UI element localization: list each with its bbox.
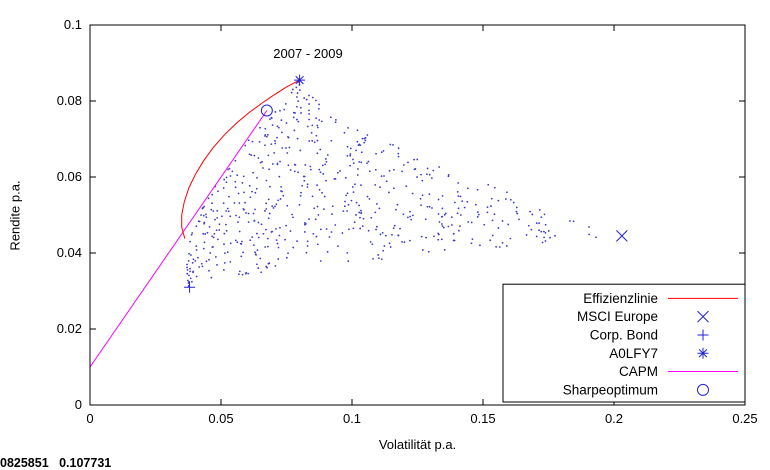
legend-sample-marker — [697, 310, 709, 323]
y-tick-label: 0.04 — [57, 245, 82, 260]
y-tick-label: 0.08 — [57, 93, 82, 108]
plot-border — [89, 24, 746, 406]
marker-sharpeoptimum — [260, 104, 273, 117]
x-tick-label: 0.1 — [343, 411, 361, 426]
cloud-points — [186, 81, 597, 287]
legend-sample-marker — [697, 329, 709, 341]
y-tick-label: 0.02 — [57, 321, 82, 336]
x-tick-label: 0.25 — [732, 411, 757, 426]
marker-a0lfy7 — [294, 74, 306, 86]
legend: Effizienzlinie MSCI Europe Corp. Bond A0LFY… — [502, 283, 746, 403]
chart-title: 2007 - 2009 — [273, 46, 343, 61]
footer-values: 0825851 0.107731 — [0, 456, 112, 470]
axis-ticks — [89, 24, 746, 406]
legend-label: Effizienzlinie — [583, 291, 658, 306]
legend-label: MSCI Europe — [577, 309, 658, 324]
y-tick-label: 0 — [75, 397, 82, 412]
x-tick-label: 0 — [86, 411, 93, 426]
tick-labels: 0 0.05 0.1 0.15 0.2 0.25 0 0.02 0.04 0.06 0.08 0.1 — [57, 17, 758, 426]
y-axis-label: Rendite p.a. — [7, 180, 23, 251]
legend-sample-marker — [697, 347, 709, 359]
legend-sample-marker — [697, 383, 709, 396]
y-tick-label: 0.06 — [57, 169, 82, 184]
y-tick-label: 0.1 — [64, 17, 82, 32]
legend-label: A0LFY7 — [609, 346, 658, 361]
series-line-effizienzlinie — [181, 79, 300, 239]
marker-corp-bond — [184, 281, 196, 293]
x-tick-label: 0.15 — [470, 411, 495, 426]
series-line-capm — [89, 110, 268, 368]
legend-label: Corp. Bond — [590, 327, 658, 342]
marker-msci-europe — [616, 230, 628, 242]
x-tick-label: 0.05 — [208, 411, 233, 426]
x-tick-label: 0.2 — [605, 411, 623, 426]
x-axis-label: Volatilität p.a. — [378, 437, 457, 452]
legend-label: CAPM — [619, 364, 658, 379]
legend-box — [502, 283, 746, 403]
legend-label: Sharpeoptimum — [563, 382, 658, 397]
